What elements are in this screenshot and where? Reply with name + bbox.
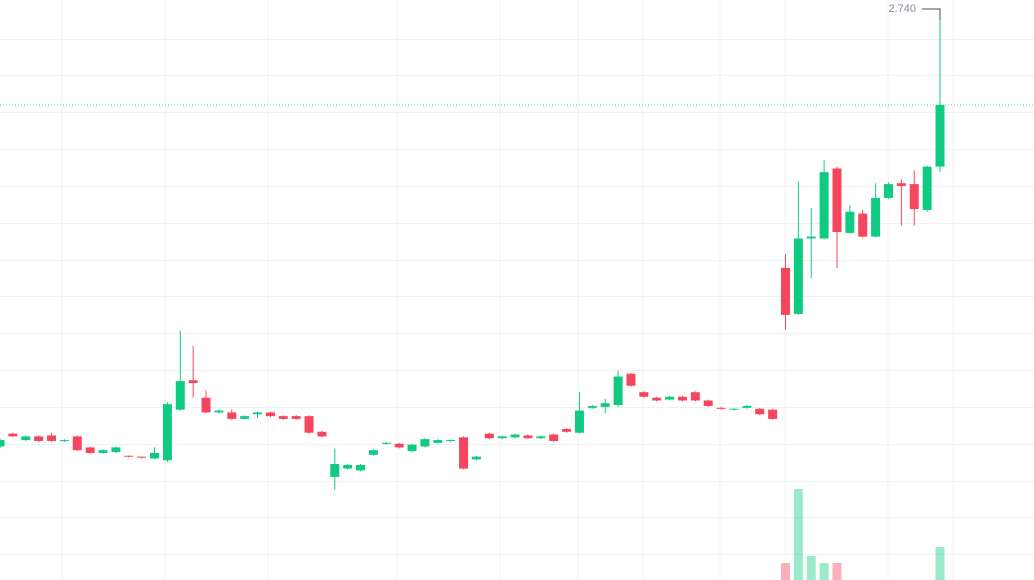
candle-body <box>59 440 69 442</box>
candle-body <box>175 381 185 410</box>
candle-body <box>600 403 610 407</box>
candle-body <box>253 412 263 415</box>
candle-body <box>188 380 198 383</box>
candle-body <box>523 435 533 439</box>
volume-bar <box>793 489 803 580</box>
high-label: 2.740 <box>888 3 916 15</box>
candle-body <box>394 443 404 448</box>
candle-body <box>562 429 572 432</box>
candle-body <box>381 442 391 444</box>
candle-body <box>574 410 584 433</box>
candle-body <box>85 447 95 453</box>
candle-body <box>214 410 224 413</box>
candle-body <box>433 440 443 443</box>
volume-bar <box>780 563 790 580</box>
candle-body <box>8 433 18 437</box>
candle-body <box>420 439 430 447</box>
candle-body <box>677 396 687 401</box>
candle-body <box>34 436 44 441</box>
volume-bar <box>935 547 945 580</box>
candle-body <box>549 434 559 441</box>
candle-body <box>459 437 469 469</box>
candle-body <box>111 447 121 453</box>
candle-body <box>909 184 919 209</box>
candle-body <box>755 408 765 415</box>
volume-bar <box>832 563 842 580</box>
candle-body <box>639 392 649 397</box>
candle-body <box>536 436 546 439</box>
candle-body <box>510 434 520 438</box>
candle-body <box>665 396 675 400</box>
candle-body <box>291 416 301 419</box>
candle-body <box>497 436 507 439</box>
candle-body <box>407 444 417 452</box>
candle-body <box>317 431 327 437</box>
candle-body <box>124 455 134 457</box>
candle-body <box>716 407 726 409</box>
candle-body <box>626 373 636 386</box>
candle-body <box>613 376 623 406</box>
candle-body <box>935 104 945 167</box>
candle-body <box>343 464 353 469</box>
candle-body <box>896 183 906 186</box>
candle-body <box>742 406 752 408</box>
candle-body <box>832 168 842 232</box>
candle-body <box>21 436 31 441</box>
candle-body <box>330 464 340 477</box>
candle-body <box>871 197 881 237</box>
candle-body <box>278 416 288 419</box>
candle-body <box>845 211 855 233</box>
candle-body <box>819 172 829 239</box>
candle-body <box>484 433 494 439</box>
candle-body <box>703 400 713 406</box>
candle-body <box>304 416 314 433</box>
candle-body <box>729 408 739 410</box>
candle-body <box>227 412 237 419</box>
candle-body <box>98 450 108 453</box>
candle-body <box>162 404 172 461</box>
candle-body <box>72 436 82 451</box>
candle-body <box>690 392 700 401</box>
candle-body <box>240 416 250 419</box>
candle-body <box>368 450 378 455</box>
candle-body <box>652 397 662 401</box>
candle-body <box>793 238 803 314</box>
volume-bar <box>806 556 816 580</box>
candle-body <box>201 397 211 413</box>
volume-bar <box>819 563 829 580</box>
candle-body <box>587 406 597 408</box>
candle-body <box>806 236 816 239</box>
candle-body <box>883 184 893 198</box>
candle-body <box>858 213 868 237</box>
candle-body <box>768 409 778 419</box>
candle-body <box>137 456 147 458</box>
high-marker-line <box>922 8 941 21</box>
candle-body <box>150 452 160 459</box>
candle-body <box>265 412 275 417</box>
candle-body <box>780 267 790 315</box>
candle-body <box>356 464 366 471</box>
candle-body <box>47 435 57 441</box>
candle-body <box>471 456 481 460</box>
candle-body <box>0 440 5 447</box>
candle-body <box>446 440 456 442</box>
candle-body <box>922 166 932 210</box>
